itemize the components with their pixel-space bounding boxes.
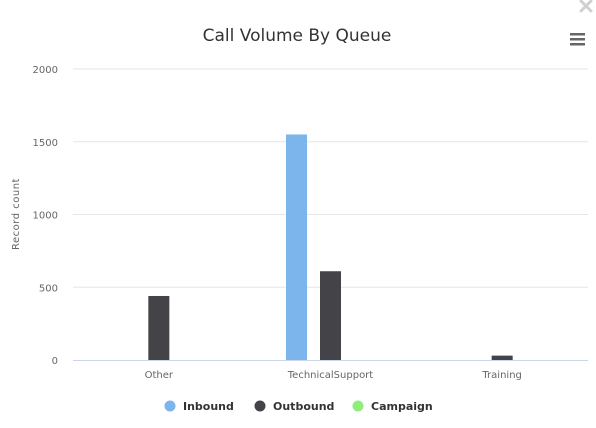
close-button[interactable] xyxy=(578,0,594,14)
chart-menu-button[interactable] xyxy=(568,30,588,48)
bar-outbound-training[interactable] xyxy=(491,355,513,360)
bar-outbound-other[interactable] xyxy=(148,295,170,360)
x-tick-label: Other xyxy=(145,370,174,381)
y-tick-label: 2000 xyxy=(33,65,58,76)
legend-swatch xyxy=(254,400,266,412)
chart-title: Call Volume By Queue xyxy=(203,26,392,46)
hamburger-menu-icon xyxy=(570,33,585,46)
legend-swatch xyxy=(352,400,364,412)
legend-item-inbound[interactable]: Inbound xyxy=(164,400,234,413)
y-tick-label: 0 xyxy=(52,356,58,367)
y-axis-title: Record count xyxy=(11,178,22,250)
y-tick-label: 1000 xyxy=(33,211,58,222)
close-icon xyxy=(579,0,593,13)
legend-item-outbound[interactable]: Outbound xyxy=(254,400,335,413)
y-tick-label: 1500 xyxy=(33,138,58,149)
legend: Inbound Outbound Campaign xyxy=(164,400,433,413)
x-tick-label: TechnicalSupport xyxy=(287,370,374,381)
x-axis-ticks: Other TechnicalSupport Training xyxy=(145,370,522,381)
grid-lines xyxy=(73,68,588,288)
y-tick-label: 500 xyxy=(39,283,58,294)
legend-label: Outbound xyxy=(273,400,334,413)
legend-swatch xyxy=(164,400,176,412)
bar-outbound-technicalsupport[interactable] xyxy=(320,271,341,360)
bar-inbound-technicalsupport[interactable] xyxy=(286,134,307,360)
legend-label: Campaign xyxy=(371,400,433,413)
legend-item-campaign[interactable]: Campaign xyxy=(352,400,433,413)
x-tick-label: Training xyxy=(481,370,521,381)
legend-label: Inbound xyxy=(183,400,234,413)
y-axis-ticks: 0 500 1000 1500 2000 xyxy=(33,65,58,367)
bar-series xyxy=(148,134,513,360)
